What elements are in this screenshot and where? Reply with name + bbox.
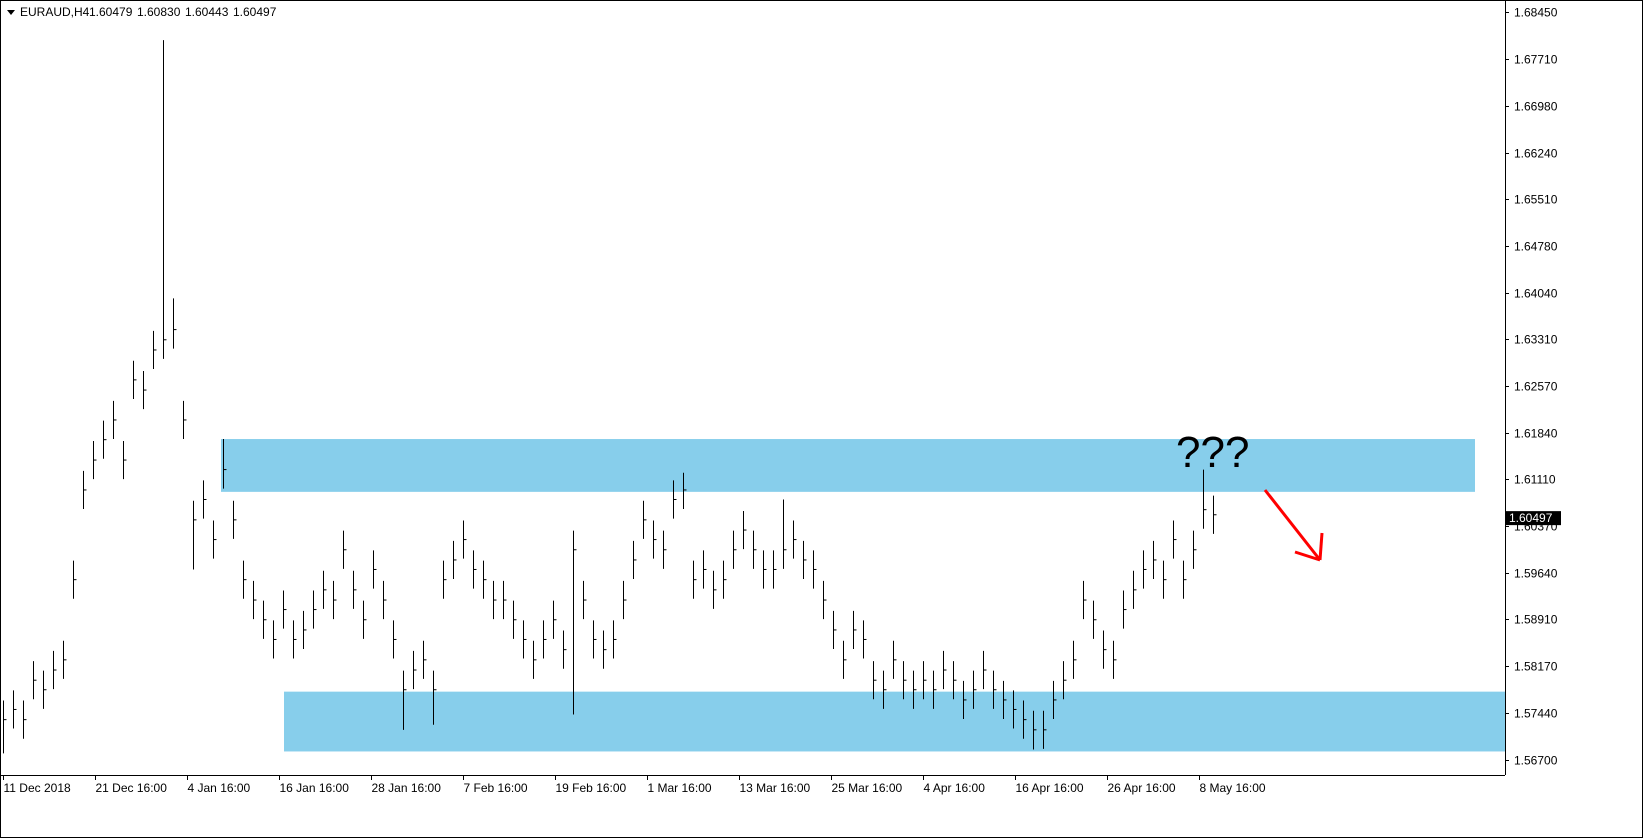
header-open: 1.60479 bbox=[89, 5, 133, 19]
x-tick-label: 26 Apr 16:00 bbox=[1108, 781, 1176, 795]
menu-triangle bbox=[7, 10, 15, 15]
y-tick-label: 1.68450 bbox=[1514, 6, 1558, 20]
y-tick-label: 1.66240 bbox=[1514, 147, 1558, 161]
symbol: EURAUD,H4 bbox=[20, 5, 90, 19]
header-close: 1.60497 bbox=[233, 5, 277, 19]
y-tick-label: 1.61110 bbox=[1514, 473, 1556, 487]
x-tick-label: 8 May 16:00 bbox=[1200, 781, 1266, 795]
annotation: ??? bbox=[1176, 428, 1249, 477]
zone bbox=[284, 691, 1505, 752]
price-label: 1.60497 bbox=[1509, 511, 1553, 525]
y-tick-label: 1.63310 bbox=[1514, 333, 1558, 347]
zone bbox=[221, 439, 1475, 492]
header-high: 1.60830 bbox=[137, 5, 181, 19]
x-tick-label: 28 Jan 16:00 bbox=[372, 781, 442, 795]
x-tick-label: 7 Feb 16:00 bbox=[464, 781, 528, 795]
arrow bbox=[1263, 489, 1324, 562]
x-tick-label: 4 Jan 16:00 bbox=[188, 781, 251, 795]
y-tick-label: 1.64780 bbox=[1514, 240, 1558, 254]
y-tick-label: 1.67710 bbox=[1514, 53, 1558, 67]
x-tick-label: 11 Dec 2018 bbox=[4, 781, 71, 795]
y-tick-label: 1.62570 bbox=[1514, 380, 1558, 394]
bars bbox=[3, 40, 1217, 754]
y-tick-label: 1.58170 bbox=[1514, 660, 1558, 674]
y-tick-label: 1.61840 bbox=[1514, 427, 1558, 441]
header-low: 1.60443 bbox=[185, 5, 229, 19]
y-tick-label: 1.56700 bbox=[1514, 754, 1558, 768]
y-tick-label: 1.64040 bbox=[1514, 287, 1558, 301]
x-tick-label: 25 Mar 16:00 bbox=[832, 781, 903, 795]
x-tick-label: 19 Feb 16:00 bbox=[556, 781, 627, 795]
x-tick-label: 16 Jan 16:00 bbox=[280, 781, 350, 795]
x-tick-label: 13 Mar 16:00 bbox=[740, 781, 811, 795]
y-tick-label: 1.65510 bbox=[1514, 193, 1558, 207]
y-tick-label: 1.66980 bbox=[1514, 100, 1558, 114]
x-tick-label: 4 Apr 16:00 bbox=[924, 781, 986, 795]
zones bbox=[221, 439, 1505, 752]
x-tick-label: 16 Apr 16:00 bbox=[1016, 781, 1084, 795]
y-tick-label: 1.59640 bbox=[1514, 567, 1558, 581]
x-tick-label: 21 Dec 16:00 bbox=[96, 781, 168, 795]
y-tick-label: 1.58910 bbox=[1514, 613, 1558, 627]
x-tick-label: 1 Mar 16:00 bbox=[648, 781, 712, 795]
price-label-box bbox=[1506, 511, 1561, 526]
y-tick-label: 1.57440 bbox=[1514, 707, 1558, 721]
axes: 1.68450 1.67710 1.66980 1.66240 1.65510 1.647… bbox=[0, 0, 1561, 795]
